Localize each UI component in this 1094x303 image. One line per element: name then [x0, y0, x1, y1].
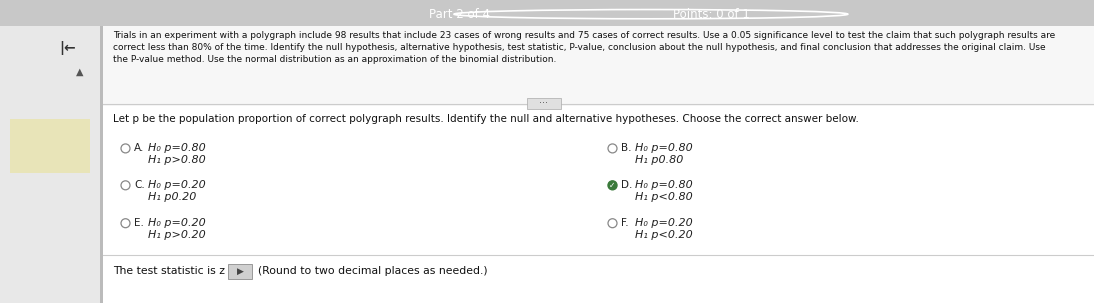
Text: B.: B.: [621, 143, 631, 153]
Text: The test statistic is z =: The test statistic is z =: [113, 266, 237, 276]
Text: H₁ p>0.80: H₁ p>0.80: [148, 155, 206, 165]
Text: ✓: ✓: [609, 181, 616, 190]
Text: H₁ p⁠0.20: H₁ p⁠0.20: [148, 192, 197, 202]
Text: ▲: ▲: [77, 67, 84, 77]
Bar: [103, 26, 1094, 105]
Text: H₀ p=0.20: H₀ p=0.20: [148, 218, 206, 228]
Text: ···: ···: [539, 98, 548, 108]
Text: D.: D.: [621, 180, 632, 190]
Text: Part 2 of 4: Part 2 of 4: [429, 8, 490, 21]
Text: H₀ p=0.80: H₀ p=0.80: [635, 180, 693, 190]
Text: ▶: ▶: [236, 267, 244, 276]
Bar: [228, 264, 252, 279]
Circle shape: [121, 144, 130, 153]
Bar: [0, 26, 103, 303]
Text: H₁ p>0.20: H₁ p>0.20: [148, 230, 206, 240]
Bar: [10, 118, 90, 173]
Text: H₁ p⁠0.80: H₁ p⁠0.80: [635, 155, 684, 165]
Text: Trials in an experiment with a polygraph include 98 results that include 23 case: Trials in an experiment with a polygraph…: [113, 31, 1056, 40]
Text: H₀ p=0.20: H₀ p=0.20: [635, 218, 693, 228]
Text: H₀ p=0.80: H₀ p=0.80: [635, 143, 693, 153]
Circle shape: [608, 219, 617, 228]
Text: H₁ p<0.20: H₁ p<0.20: [635, 230, 693, 240]
Text: E.: E.: [133, 218, 144, 228]
Text: the P-value method. Use the normal distribution as an approximation of the binom: the P-value method. Use the normal distr…: [113, 55, 557, 64]
Bar: [100, 26, 103, 303]
Circle shape: [608, 144, 617, 153]
Text: F.: F.: [621, 218, 629, 228]
Text: H₀ p=0.20: H₀ p=0.20: [148, 180, 206, 190]
Text: (Round to two decimal places as needed.): (Round to two decimal places as needed.): [258, 266, 488, 276]
Text: correct less than 80% of the time. Identify the null hypothesis, alternative hyp: correct less than 80% of the time. Ident…: [113, 43, 1046, 52]
Text: |←: |←: [60, 41, 77, 55]
Bar: [527, 98, 561, 108]
Circle shape: [608, 181, 617, 190]
Circle shape: [121, 181, 130, 190]
Circle shape: [121, 219, 130, 228]
Text: H₁ p<0.80: H₁ p<0.80: [635, 192, 693, 202]
Text: A.: A.: [133, 143, 144, 153]
Text: Let p be the population proportion of correct polygraph results. Identify the nu: Let p be the population proportion of co…: [113, 114, 859, 124]
Text: H₀ p=0.80: H₀ p=0.80: [148, 143, 206, 153]
Text: C.: C.: [133, 180, 144, 190]
Text: Points: 0 of 1: Points: 0 of 1: [673, 8, 749, 21]
